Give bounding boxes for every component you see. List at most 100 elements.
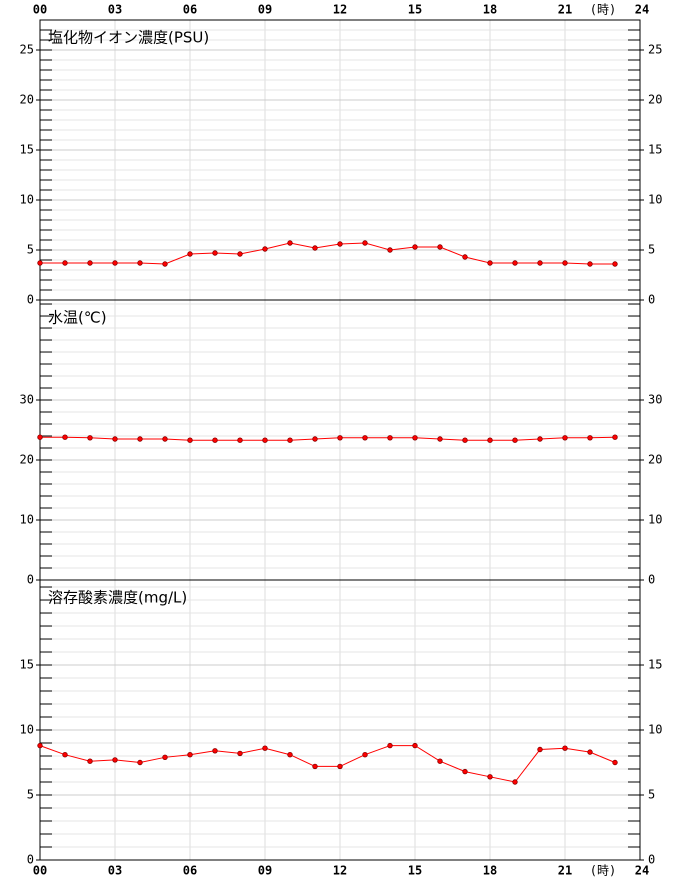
data-point <box>287 752 293 758</box>
y-tick-label: 20 <box>20 93 34 107</box>
y-tick-label: 10 <box>20 723 34 737</box>
data-point <box>462 437 468 443</box>
data-line <box>39 745 616 783</box>
y-tick-label: 20 <box>20 453 34 467</box>
data-point <box>287 437 293 443</box>
data-point <box>237 750 243 757</box>
y-tick-label: 0 <box>648 853 655 867</box>
y-tick-label: 0 <box>27 293 34 307</box>
x-tick-label: 18 <box>483 864 497 878</box>
data-point <box>262 745 268 751</box>
x-unit: (時) <box>590 864 616 878</box>
data-point <box>62 260 68 266</box>
data-point <box>312 245 318 251</box>
data-point <box>62 434 68 440</box>
data-point <box>162 754 168 761</box>
data-point <box>162 261 168 267</box>
data-point <box>562 745 568 751</box>
data-point <box>612 759 618 766</box>
x-tick-label: 21 <box>558 3 572 17</box>
y-tick-label: 20 <box>648 93 662 107</box>
data-point <box>412 435 418 441</box>
y-tick-label: 10 <box>648 193 662 207</box>
data-point <box>537 746 543 753</box>
data-point <box>237 251 243 257</box>
x-tick-label: 03 <box>108 864 122 878</box>
data-point <box>612 434 618 440</box>
x-tick-label: 18 <box>483 3 497 17</box>
data-point <box>112 260 118 266</box>
x-tick-label: 15 <box>408 864 422 878</box>
data-point <box>187 437 193 443</box>
data-point <box>462 254 468 260</box>
y-tick-label: 25 <box>648 43 662 57</box>
x-tick-label: 21 <box>558 864 572 878</box>
y-tick-label: 25 <box>20 43 34 57</box>
data-point <box>587 261 593 267</box>
data-point <box>412 244 418 250</box>
x-tick-label: 06 <box>183 864 197 878</box>
data-point <box>562 260 568 266</box>
x-tick-label: 00 <box>33 864 47 878</box>
y-tick-label: 15 <box>20 143 34 157</box>
y-tick-label: 10 <box>648 723 662 737</box>
y-tick-label: 5 <box>27 243 34 257</box>
data-point <box>437 244 443 250</box>
y-tick-label: 5 <box>27 788 34 802</box>
y-tick-label: 30 <box>648 393 662 407</box>
data-point <box>312 763 318 770</box>
data-point <box>562 435 568 441</box>
data-point <box>512 260 518 266</box>
y-tick-label: 15 <box>648 143 662 157</box>
y-tick-label: 0 <box>27 853 34 867</box>
data-point <box>112 436 118 442</box>
data-point <box>312 436 318 442</box>
x-tick-label: 09 <box>258 864 272 878</box>
data-point <box>512 437 518 443</box>
y-tick-label: 30 <box>20 393 34 407</box>
data-point <box>537 260 543 266</box>
data-point <box>387 742 393 749</box>
data-point <box>437 758 443 764</box>
data-point <box>287 240 293 246</box>
data-point <box>512 779 518 785</box>
data-point <box>212 437 218 443</box>
data-point <box>187 752 193 758</box>
data-point <box>37 742 43 749</box>
y-tick-label: 0 <box>27 573 34 587</box>
x-tick-label: 03 <box>108 3 122 17</box>
plot-frame <box>39 579 641 861</box>
chart-title: 水温(℃) <box>48 309 107 327</box>
x-tick-label: 24 <box>635 864 649 878</box>
data-point <box>462 768 468 775</box>
x-tick-label: 12 <box>333 864 347 878</box>
data-point <box>262 437 268 443</box>
x-tick-label: 00 <box>33 3 47 17</box>
data-point <box>587 749 593 755</box>
data-point <box>487 260 493 266</box>
data-point <box>237 437 243 443</box>
chart-title: 塩化物イオン濃度(PSU) <box>48 29 209 47</box>
x-tick-label: 06 <box>183 3 197 17</box>
y-tick-label: 20 <box>648 453 662 467</box>
y-tick-label: 0 <box>648 293 655 307</box>
data-line <box>40 242 615 265</box>
data-point <box>612 261 618 267</box>
x-unit: (時) <box>590 3 616 17</box>
data-point <box>212 748 218 754</box>
y-tick-label: 10 <box>20 513 34 527</box>
data-point <box>212 250 218 256</box>
y-tick-label: 0 <box>648 573 655 587</box>
data-point <box>37 434 43 440</box>
data-point <box>337 763 343 770</box>
y-tick-label: 15 <box>20 658 34 672</box>
data-point <box>337 435 343 441</box>
y-tick-label: 10 <box>648 513 662 527</box>
data-point <box>87 260 93 266</box>
data-point <box>112 757 118 763</box>
data-point <box>62 752 68 758</box>
y-tick-label: 5 <box>648 788 655 802</box>
data-point <box>187 251 193 257</box>
data-point <box>262 246 268 252</box>
data-point <box>137 436 143 442</box>
